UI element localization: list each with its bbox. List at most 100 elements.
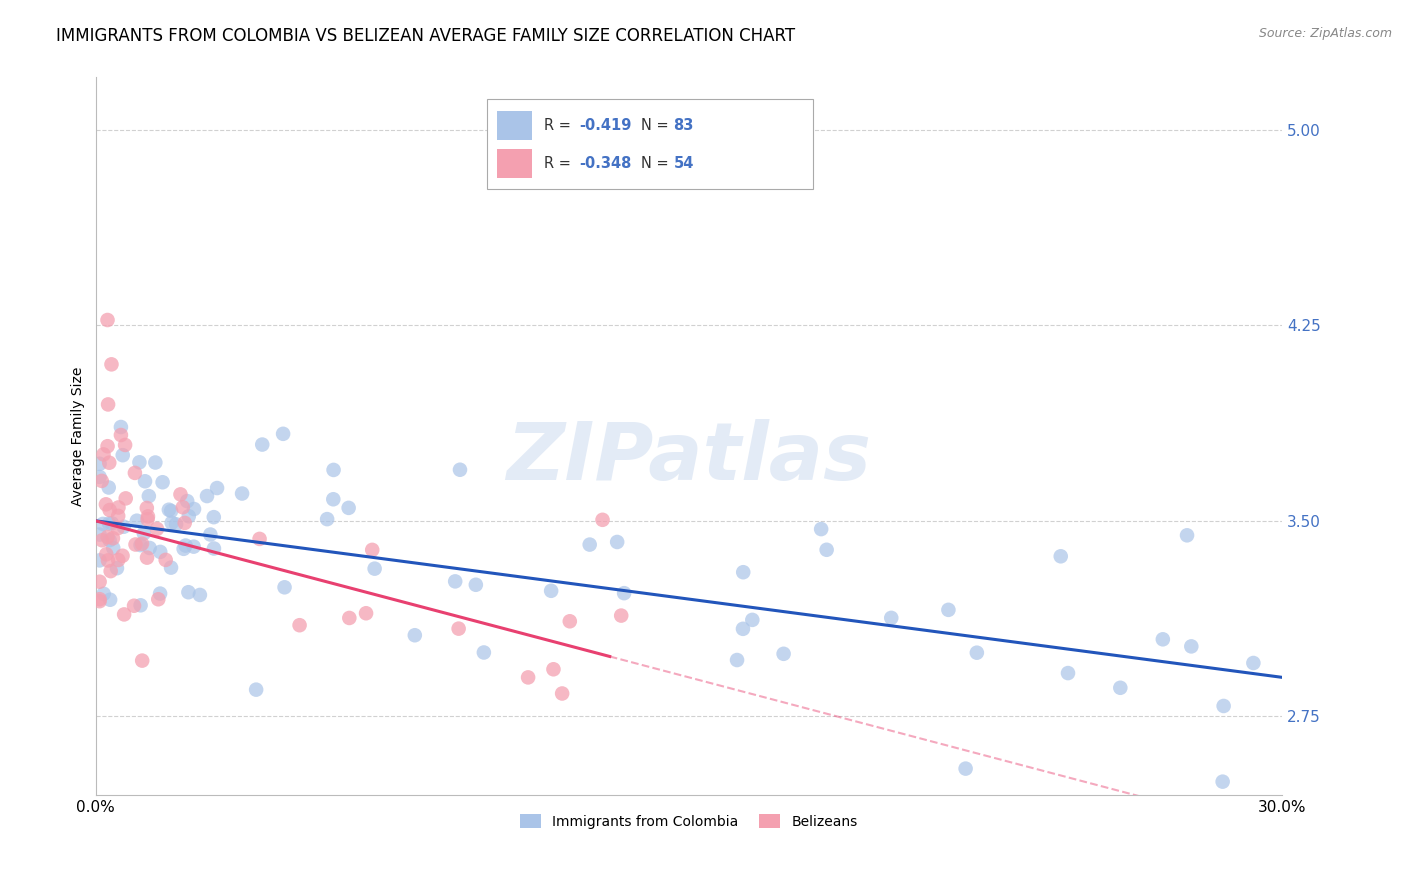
Point — [89, 594, 111, 608]
Point — [152, 475, 174, 490]
Point — [112, 520, 135, 534]
Point — [1212, 774, 1234, 789]
Point — [1212, 698, 1234, 713]
Point — [98, 592, 121, 607]
Point — [880, 611, 903, 625]
Point — [129, 599, 152, 613]
Point — [107, 553, 129, 567]
Point — [146, 522, 169, 536]
Point — [173, 516, 195, 530]
Point — [96, 547, 118, 561]
Point — [93, 447, 115, 461]
Text: R =: R = — [544, 156, 575, 171]
Point — [361, 542, 384, 557]
Point — [613, 586, 636, 600]
Text: N =: N = — [641, 118, 673, 133]
Point — [202, 510, 225, 524]
Point — [135, 500, 157, 515]
Point — [93, 587, 115, 601]
Point — [131, 654, 153, 668]
Point — [157, 502, 180, 516]
Point — [114, 491, 136, 506]
Point — [89, 592, 111, 607]
Text: ZIPatlas: ZIPatlas — [506, 418, 872, 497]
Point — [540, 583, 562, 598]
Point — [114, 438, 136, 452]
Point — [160, 560, 183, 574]
Point — [111, 549, 134, 563]
Point — [100, 564, 122, 578]
Point — [231, 486, 253, 500]
Point — [107, 508, 129, 523]
Point — [110, 420, 132, 434]
Point — [97, 481, 120, 495]
Point — [165, 517, 187, 532]
Point — [955, 762, 977, 776]
Point — [98, 516, 121, 531]
Point — [97, 397, 120, 411]
Point — [105, 561, 128, 575]
Point — [128, 455, 150, 469]
Point — [112, 607, 135, 622]
Point — [136, 509, 159, 524]
FancyBboxPatch shape — [496, 149, 533, 178]
Point — [322, 492, 344, 507]
Point — [98, 456, 121, 470]
Point — [772, 647, 794, 661]
Point — [138, 489, 160, 503]
Point — [464, 578, 486, 592]
Point — [98, 533, 121, 548]
Point — [143, 456, 166, 470]
Point — [815, 542, 838, 557]
Point — [725, 653, 748, 667]
Point — [810, 522, 832, 536]
Point — [288, 618, 311, 632]
FancyBboxPatch shape — [486, 99, 814, 188]
Point — [134, 475, 156, 489]
Point — [316, 512, 339, 526]
Point — [169, 487, 191, 501]
Point — [124, 537, 146, 551]
Point — [733, 565, 755, 579]
Point — [200, 527, 222, 541]
Point — [1175, 528, 1198, 542]
Point — [94, 497, 117, 511]
Point — [1180, 640, 1202, 654]
Point — [177, 585, 200, 599]
Point — [101, 531, 124, 545]
Text: R =: R = — [544, 118, 575, 133]
Text: IMMIGRANTS FROM COLOMBIA VS BELIZEAN AVERAGE FAMILY SIZE CORRELATION CHART: IMMIGRANTS FROM COLOMBIA VS BELIZEAN AVE… — [56, 27, 796, 45]
Text: 54: 54 — [673, 156, 693, 171]
Point — [91, 516, 114, 531]
Text: 83: 83 — [673, 118, 693, 133]
Point — [98, 503, 121, 517]
Point — [183, 502, 205, 516]
Text: -0.419: -0.419 — [579, 118, 633, 133]
Point — [129, 538, 152, 552]
Point — [449, 463, 471, 477]
Point — [89, 553, 111, 567]
Point — [97, 553, 120, 567]
Point — [177, 509, 200, 524]
Point — [91, 533, 114, 548]
Y-axis label: Average Family Size: Average Family Size — [72, 367, 86, 506]
Point — [558, 615, 581, 629]
Text: Source: ZipAtlas.com: Source: ZipAtlas.com — [1258, 27, 1392, 40]
Point — [160, 516, 183, 530]
Point — [103, 541, 125, 555]
Point — [245, 682, 267, 697]
Point — [252, 437, 274, 451]
Point — [517, 670, 540, 684]
Point — [249, 532, 271, 546]
Point — [543, 662, 565, 676]
Point — [100, 357, 122, 371]
Point — [273, 580, 295, 594]
Point — [1109, 681, 1132, 695]
Point — [578, 538, 600, 552]
Point — [107, 500, 129, 515]
Point — [447, 622, 470, 636]
Point — [160, 504, 183, 518]
Point — [124, 466, 146, 480]
Point — [149, 545, 172, 559]
Point — [89, 470, 111, 484]
